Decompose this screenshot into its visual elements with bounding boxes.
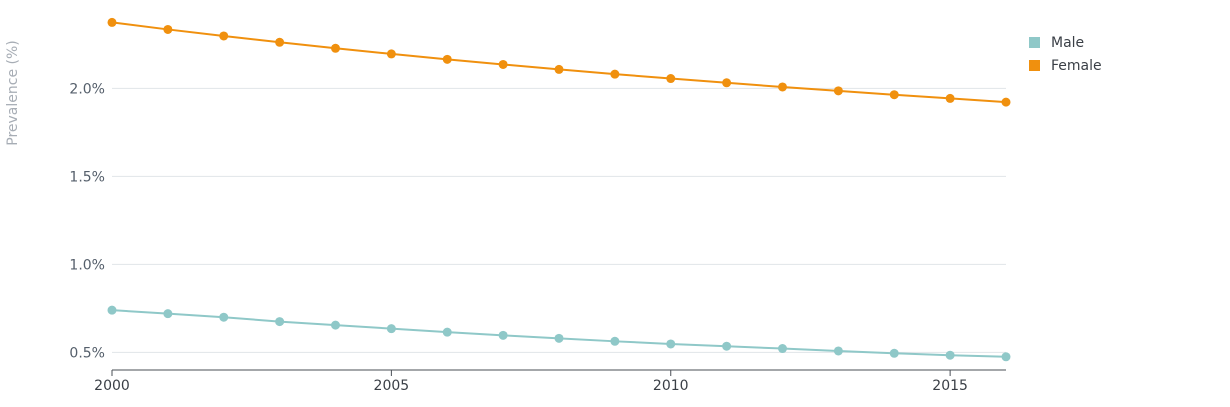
data-point: [833, 346, 843, 356]
y-tick-label: 2.0%: [69, 81, 105, 97]
data-point: [554, 64, 564, 74]
legend-swatch: [1029, 60, 1040, 71]
y-tick-label: 1.5%: [69, 169, 105, 185]
data-point: [1001, 352, 1011, 362]
series: [107, 17, 1011, 362]
data-point: [275, 317, 285, 327]
axes: 0.5% 1.0% 1.5% 2.0% 2000 2005 2010 2015 Prevalen…: [5, 40, 1006, 394]
series-female: [107, 17, 1011, 107]
x-tick-label: 2010: [653, 378, 689, 394]
data-point: [386, 49, 396, 59]
x-tick-label: 2015: [932, 378, 968, 394]
data-point: [163, 24, 173, 34]
y-tick-label: 0.5%: [69, 345, 105, 361]
data-point: [498, 59, 508, 69]
x-tick-label: 2005: [374, 378, 410, 394]
legend-label: Female: [1051, 58, 1102, 74]
data-point: [1001, 97, 1011, 107]
x-tick-label: 2000: [94, 378, 130, 394]
gridlines: [112, 87, 1006, 353]
data-point: [833, 86, 843, 96]
data-point: [554, 333, 564, 343]
data-point: [163, 309, 173, 319]
data-point: [331, 320, 340, 330]
data-point: [498, 330, 508, 340]
legend-item-female: Female: [1029, 58, 1102, 74]
data-point: [219, 31, 229, 41]
data-point: [889, 348, 899, 358]
data-point: [442, 54, 452, 64]
data-point: [386, 324, 396, 334]
legend-item-male: Male: [1029, 35, 1084, 51]
series-line: [111, 309, 1007, 358]
data-point: [778, 344, 787, 354]
y-axis-title: Prevalence (%): [5, 40, 21, 146]
data-point: [666, 339, 676, 349]
data-point: [442, 327, 452, 337]
data-point: [945, 93, 955, 103]
data-point: [666, 74, 676, 84]
data-point: [610, 69, 620, 79]
data-point: [722, 78, 732, 88]
series-male: [107, 305, 1011, 362]
data-point: [107, 17, 117, 27]
data-point: [889, 90, 899, 100]
legend-swatch: [1029, 37, 1040, 48]
data-point: [945, 350, 955, 360]
data-point: [778, 82, 787, 92]
data-point: [219, 312, 229, 322]
legend-label: Male: [1051, 35, 1084, 51]
data-point: [722, 341, 732, 351]
data-point: [275, 37, 285, 47]
data-point: [107, 305, 117, 315]
data-point: [331, 43, 340, 53]
series-line: [111, 21, 1007, 104]
y-tick-label: 1.0%: [69, 257, 105, 273]
data-point: [610, 336, 620, 346]
legend: Male Female: [1029, 35, 1102, 74]
